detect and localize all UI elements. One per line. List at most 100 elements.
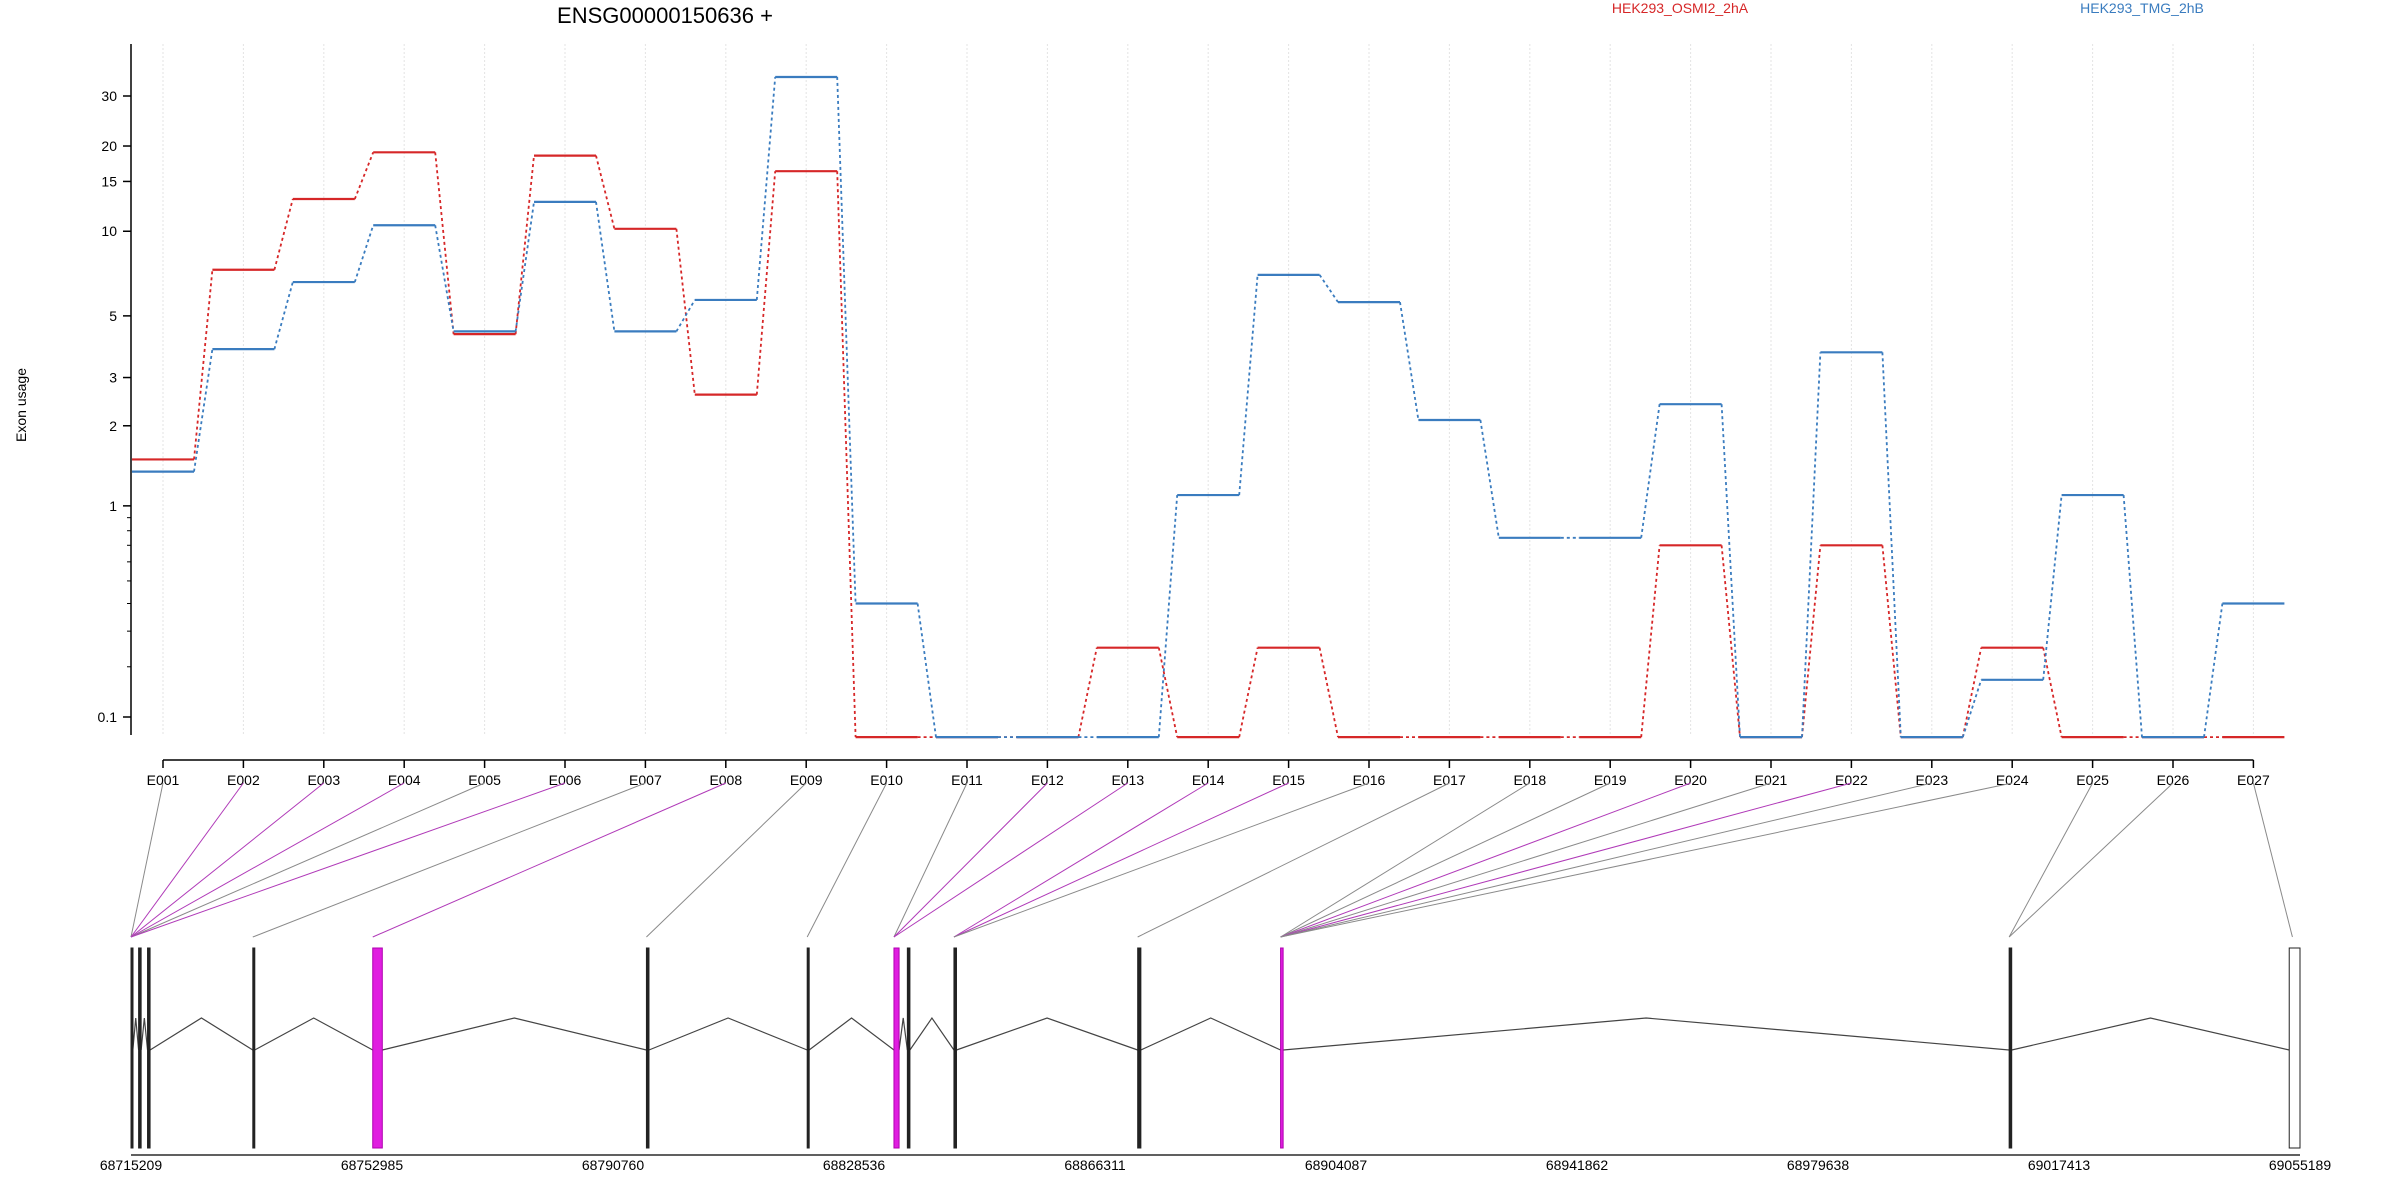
- legend-entry-series-1: HEK293_OSMI2_2hA: [1612, 0, 1749, 16]
- series-2-transition: [836, 76, 857, 604]
- intron: [149, 1017, 254, 1051]
- intron: [2011, 1017, 2290, 1051]
- y-axis-label: Exon usage: [13, 368, 29, 442]
- exon-block: [806, 947, 810, 1149]
- y-tick-label: 1: [109, 498, 117, 514]
- series-1-transition: [1881, 545, 1902, 738]
- exon-connector: [893, 782, 1129, 938]
- series-2-transition: [2122, 495, 2143, 738]
- x-tick-label: E027: [2237, 772, 2270, 788]
- series-1-transition: [675, 228, 696, 395]
- series-2-transition: [1157, 495, 1179, 738]
- series-2-transition: [2042, 494, 2063, 680]
- intron: [808, 1017, 895, 1051]
- y-tick-label: 0.1: [98, 709, 118, 725]
- x-tick-label: E022: [1835, 772, 1868, 788]
- y-tick-label: 2: [109, 418, 117, 434]
- intron: [382, 1017, 647, 1051]
- exon-connector: [1280, 782, 1932, 938]
- exon-connector: [252, 782, 646, 938]
- exon-connector: [130, 782, 485, 938]
- intron: [1283, 1017, 2010, 1051]
- series-2-transition: [675, 299, 696, 332]
- series-lines: [132, 75, 2285, 739]
- series-1-transition: [1238, 647, 1259, 738]
- y-tick-label: 15: [101, 173, 117, 189]
- x-tick-label: E002: [227, 772, 260, 788]
- exon-connector: [2008, 782, 2174, 938]
- series-1-transition: [595, 155, 616, 230]
- series-2-transition: [1640, 404, 1661, 538]
- series-2-transition: [434, 225, 455, 332]
- exon-connector: [953, 782, 1209, 938]
- exon-connector: [2008, 782, 2094, 938]
- intron: [140, 1017, 149, 1051]
- genomic-tick-label: 68979638: [1787, 1157, 1850, 1173]
- exon-connector: [1280, 782, 1611, 938]
- series-2-transition: [193, 348, 214, 472]
- x-tick-label: E008: [709, 772, 742, 788]
- genomic-tick-label: 68790760: [582, 1157, 645, 1173]
- exon-block: [147, 947, 151, 1149]
- exon-connector: [953, 782, 1370, 938]
- series-1-transition: [434, 152, 455, 335]
- exon-connector: [130, 782, 244, 938]
- exon-connector: [806, 782, 888, 938]
- series-2-transition: [1720, 404, 1741, 738]
- exon-connector: [130, 782, 164, 938]
- intron: [1140, 1017, 1281, 1051]
- x-tick-label: E007: [629, 772, 662, 788]
- series-2-transition: [273, 281, 294, 350]
- x-tick-label: E023: [1915, 772, 1948, 788]
- x-tick-label: E010: [870, 772, 903, 788]
- series-2-transition: [1801, 352, 1822, 738]
- exon-connector: [1137, 782, 1450, 938]
- genomic-axis: 68715209 68752985 68790760 68828536 68866311…: [100, 1154, 2332, 1173]
- exon-connectors: [130, 782, 2293, 938]
- series-2-transition: [755, 76, 777, 301]
- series-1-transition: [1318, 647, 1339, 738]
- genomic-tick-label: 68715209: [100, 1157, 163, 1173]
- exon-block: [1280, 947, 1284, 1149]
- gene-model: [130, 947, 2301, 1149]
- exon-connector: [953, 782, 1289, 938]
- y-tick-label: 5: [109, 308, 117, 324]
- exon-block: [138, 947, 142, 1149]
- series-1-transition: [1077, 647, 1098, 738]
- x-tick-label: E016: [1353, 772, 1386, 788]
- exon-block: [1137, 947, 1142, 1149]
- series-1-transition: [273, 198, 294, 270]
- x-tick-label: E015: [1272, 772, 1305, 788]
- exon-block: [645, 947, 650, 1149]
- series-2-transition: [2203, 603, 2224, 738]
- exon-connector: [893, 782, 968, 938]
- exon-block: [252, 947, 256, 1149]
- intron: [956, 1017, 1138, 1051]
- exon-block: [130, 947, 134, 1149]
- y-tick-label: 30: [101, 88, 117, 104]
- x-tick-label: E019: [1594, 772, 1627, 788]
- genomic-tick-label: 68828536: [823, 1157, 886, 1173]
- exon-block: [2288, 947, 2301, 1149]
- chart-title: ENSG00000150636 +: [557, 3, 773, 28]
- series-2-transition: [1399, 301, 1420, 421]
- series-1-transition: [836, 171, 857, 738]
- series-1-transition: [1801, 545, 1822, 738]
- series-2-transition: [1238, 274, 1259, 496]
- genomic-tick-label: 68866311: [1064, 1157, 1125, 1173]
- x-tick-label: E001: [147, 772, 180, 788]
- exon-block: [906, 947, 911, 1149]
- series-1-transition: [1961, 647, 1983, 738]
- genomic-tick-label: 69055189: [2269, 1157, 2332, 1173]
- exon-connector: [130, 782, 325, 938]
- exon-connector: [2252, 782, 2293, 938]
- series-2-transition: [353, 224, 375, 283]
- x-tick-label: E021: [1755, 772, 1788, 788]
- series-1-transition: [755, 171, 777, 395]
- exon-connector: [1280, 782, 1531, 938]
- x-tick-label: E018: [1513, 772, 1546, 788]
- genomic-tick-label: 69017413: [2028, 1157, 2091, 1173]
- series-2-transition: [916, 603, 937, 738]
- x-tick-label: E004: [388, 772, 421, 788]
